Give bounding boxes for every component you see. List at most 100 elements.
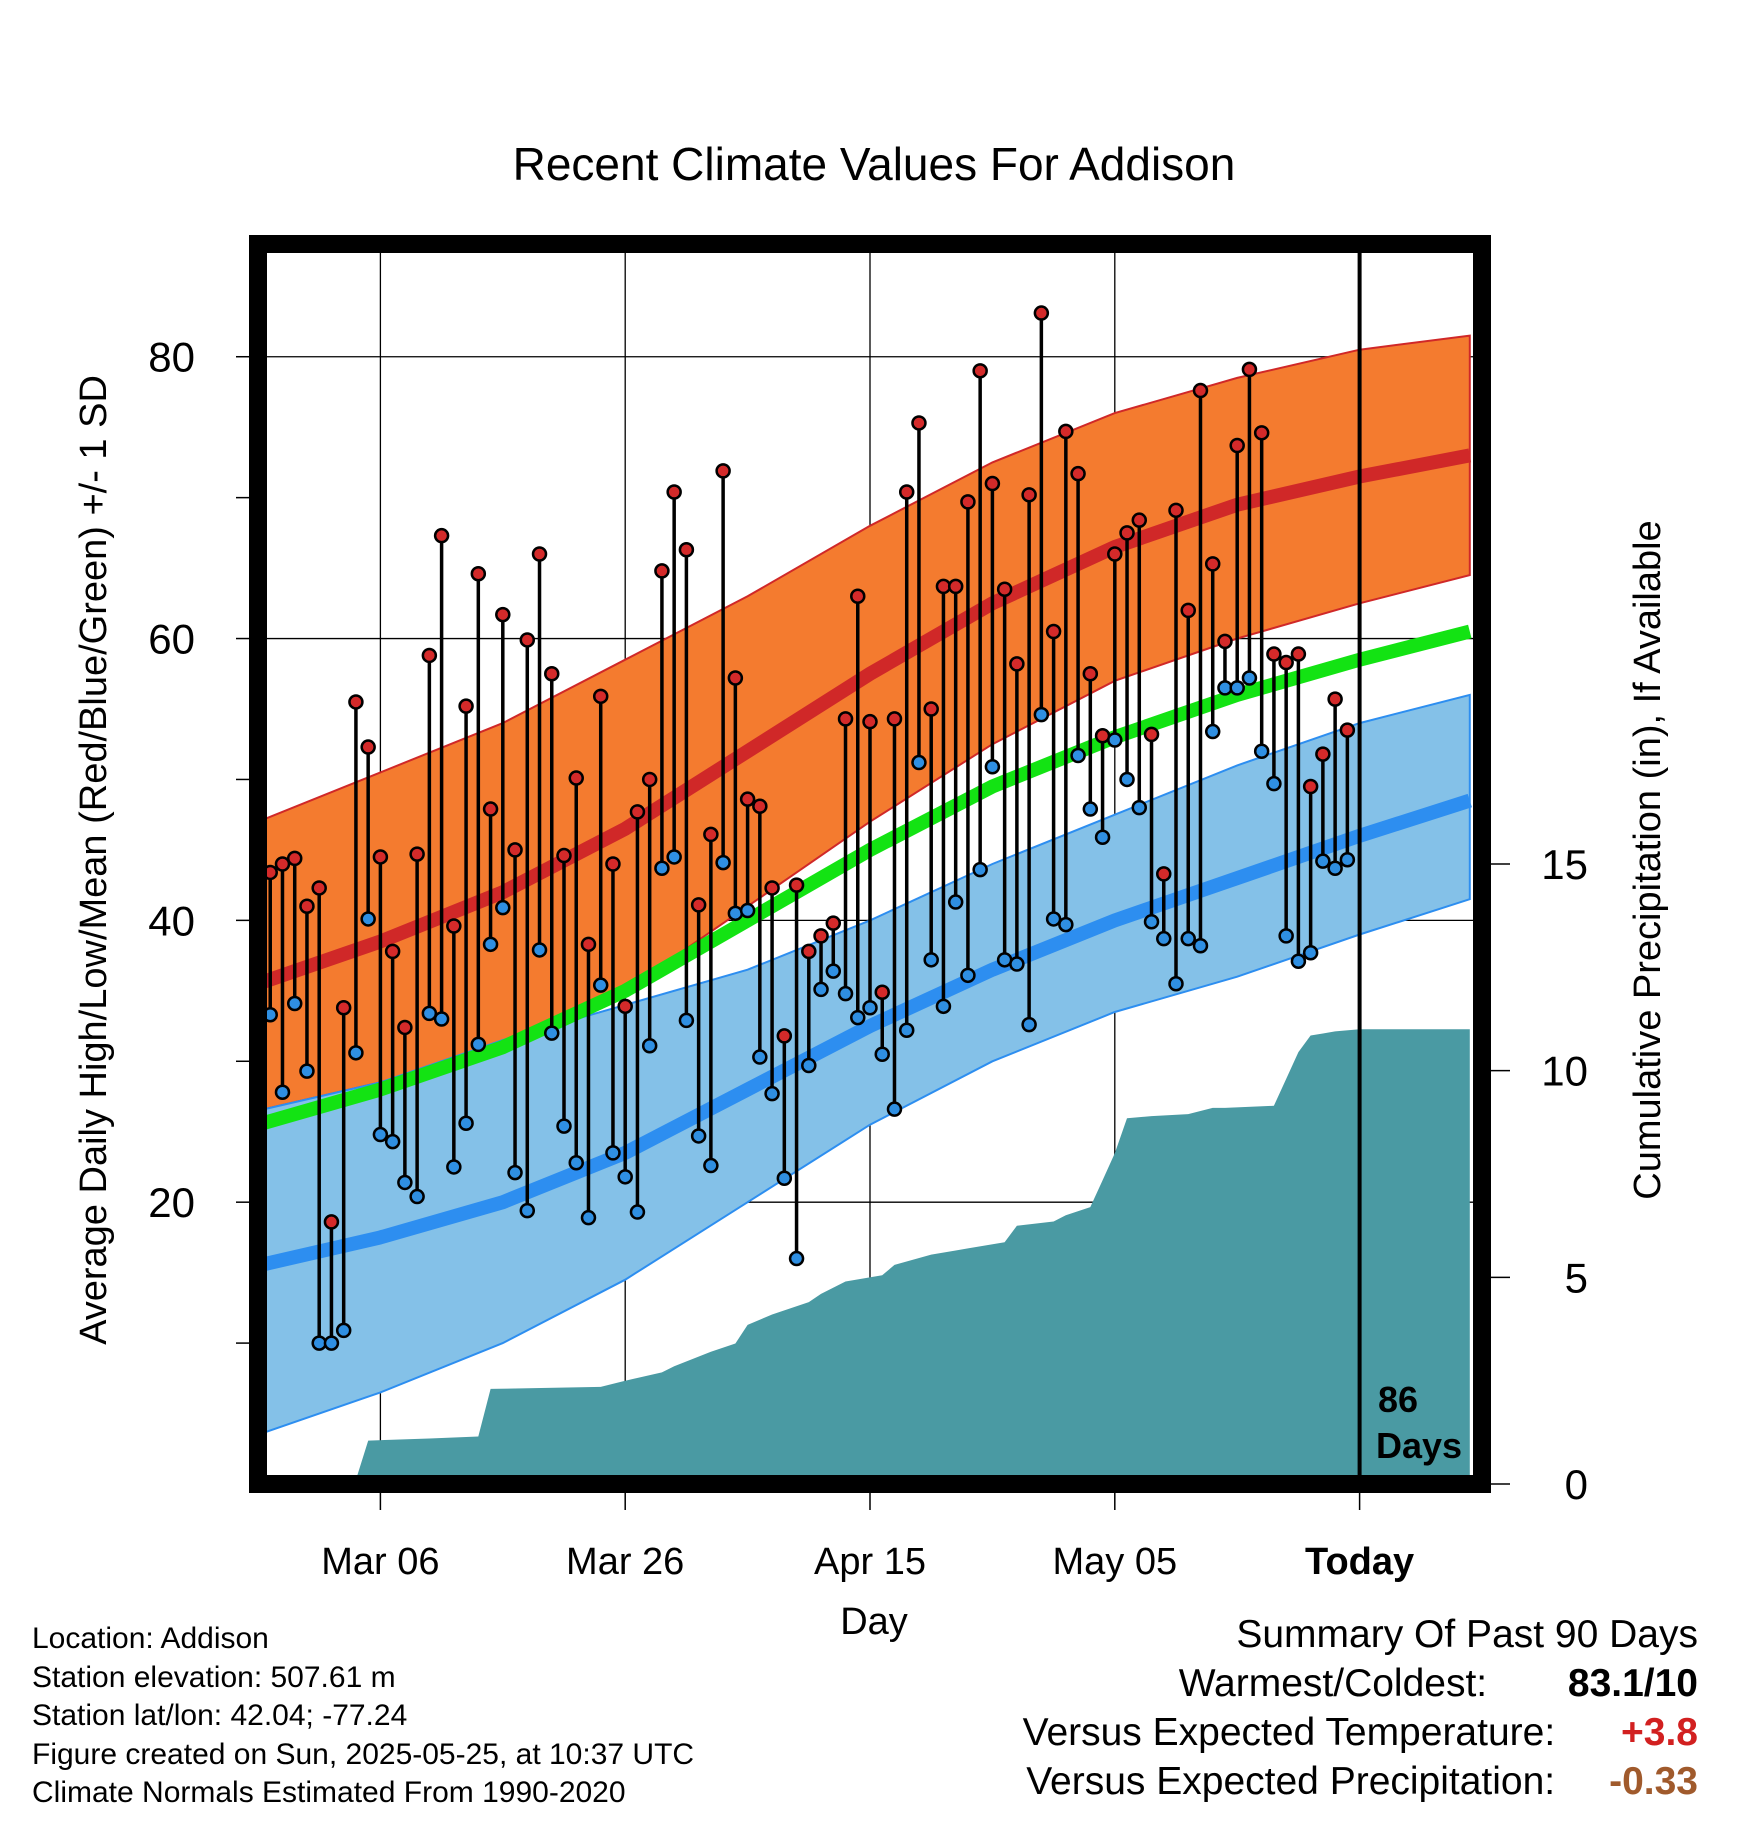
daily-high-point [311, 880, 327, 896]
daily-low-point [801, 1057, 817, 1074]
daily-high-point [1302, 778, 1319, 795]
daily-low-point [1009, 956, 1025, 972]
daily-high-point [568, 770, 584, 786]
daily-high-point [911, 415, 927, 431]
daily-low-point [1045, 911, 1062, 927]
y-tick-label: 60 [148, 616, 195, 663]
daily-low-point [1143, 914, 1160, 930]
daily-low-point [911, 754, 927, 771]
y-tick-label: 40 [148, 897, 195, 944]
daily-high-point [1278, 654, 1294, 671]
daily-low-point [1302, 945, 1319, 961]
daily-high-point [458, 698, 474, 714]
daily-low-point [629, 1204, 646, 1220]
daily-low-point [421, 1005, 438, 1022]
y-tick-label: 80 [148, 334, 195, 381]
daily-low-point [580, 1209, 597, 1226]
daily-low-point [666, 849, 682, 865]
x-axis-label: Day [840, 1601, 908, 1643]
daily-high-point [1290, 646, 1307, 662]
daily-low-point [1315, 853, 1331, 869]
daily-low-point [1156, 930, 1172, 947]
daily-high-point [678, 542, 695, 558]
daily-low-point [776, 1170, 793, 1186]
daily-high-point [1192, 382, 1209, 399]
daily-low-point [458, 1115, 474, 1132]
daily-low-point [1058, 916, 1074, 933]
daily-high-point [1082, 666, 1099, 682]
daily-high-point [972, 363, 988, 379]
daily-high-point [801, 943, 817, 960]
daily-high-point [837, 711, 854, 727]
daily-low-point [1339, 852, 1356, 868]
daily-high-point [727, 670, 744, 686]
daily-high-point [862, 713, 878, 730]
daily-high-point [617, 998, 633, 1015]
daily-low-point [825, 963, 842, 979]
warmest-coldest-label: Warmest/Coldest: [1178, 1662, 1488, 1705]
daily-high-point [776, 1028, 793, 1044]
daily-high-point [715, 463, 731, 479]
daily-low-point [1094, 829, 1111, 845]
daily-low-point [837, 985, 854, 1002]
summary-precip-row: Versus Expected Precipitation: -0.33 [1023, 1757, 1698, 1806]
daily-high-point [898, 484, 915, 500]
daily-high-point [372, 849, 389, 865]
daily-low-point [850, 1009, 866, 1026]
daily-high-point [556, 847, 572, 864]
daily-low-point [1168, 976, 1184, 992]
daily-high-point [1229, 437, 1245, 454]
daily-high-point [482, 801, 499, 817]
y2-axis-label: Cumulative Precipitation (in), If Availa… [1627, 520, 1669, 1199]
daily-low-point [507, 1164, 523, 1181]
daily-low-point [923, 952, 939, 968]
daily-low-point [531, 942, 548, 958]
daily-low-point [1033, 706, 1050, 723]
daily-low-point [739, 902, 756, 919]
daily-high-point [1058, 423, 1074, 440]
daily-low-point [641, 1038, 658, 1054]
daily-high-point [531, 546, 548, 562]
daily-high-point [1156, 866, 1172, 882]
daily-high-point [1339, 722, 1356, 738]
low-normal-line [258, 793, 1472, 1273]
station-info: Location: Addison Station elevation: 507… [32, 1620, 694, 1813]
daily-high-point [984, 475, 1001, 492]
daily-low-point [446, 1159, 462, 1175]
daily-low-point [1229, 680, 1245, 696]
daily-low-point [433, 1011, 450, 1027]
daily-low-point [960, 967, 976, 984]
daily-low-point [1082, 801, 1099, 817]
daily-low-point [1131, 799, 1148, 816]
latlon-text: Station lat/lon: 42.04; -77.24 [32, 1699, 408, 1733]
daily-high-point [947, 578, 964, 595]
daily-low-point [556, 1118, 572, 1134]
daily-low-point [470, 1036, 487, 1053]
daily-low-point [617, 1169, 633, 1185]
daily-high-point [409, 846, 425, 862]
daily-low-point [972, 861, 988, 878]
x-tick-label: Mar 06 [321, 1541, 439, 1583]
daily-high-point [1033, 305, 1050, 321]
daily-low-point [605, 1145, 621, 1161]
daily-high-point [1143, 726, 1160, 743]
daily-high-point [544, 666, 560, 682]
daily-low-point [654, 860, 670, 876]
summary-panel: Summary Of Past 90 Days Warmest/Coldest:… [1023, 1610, 1698, 1806]
daily-low-point [1119, 771, 1135, 788]
daily-high-point [996, 581, 1013, 597]
daily-high-point [592, 688, 609, 705]
daily-high-point [348, 694, 364, 710]
high-normal-line [258, 448, 1472, 991]
daily-low-point [544, 1025, 560, 1041]
y-axis-label: Average Daily High/Low/Mean (Red/Blue/Gr… [73, 375, 115, 1345]
daily-high-point [666, 484, 682, 500]
daily-low-point [1192, 937, 1209, 954]
daily-low-point [409, 1188, 425, 1205]
daily-low-point [1253, 743, 1270, 760]
daily-low-point [568, 1154, 584, 1171]
y-tick-label: 20 [148, 1179, 195, 1226]
plot-frame [249, 235, 1491, 1493]
daily-high-point [1315, 746, 1331, 762]
daily-high-point [1217, 633, 1233, 650]
